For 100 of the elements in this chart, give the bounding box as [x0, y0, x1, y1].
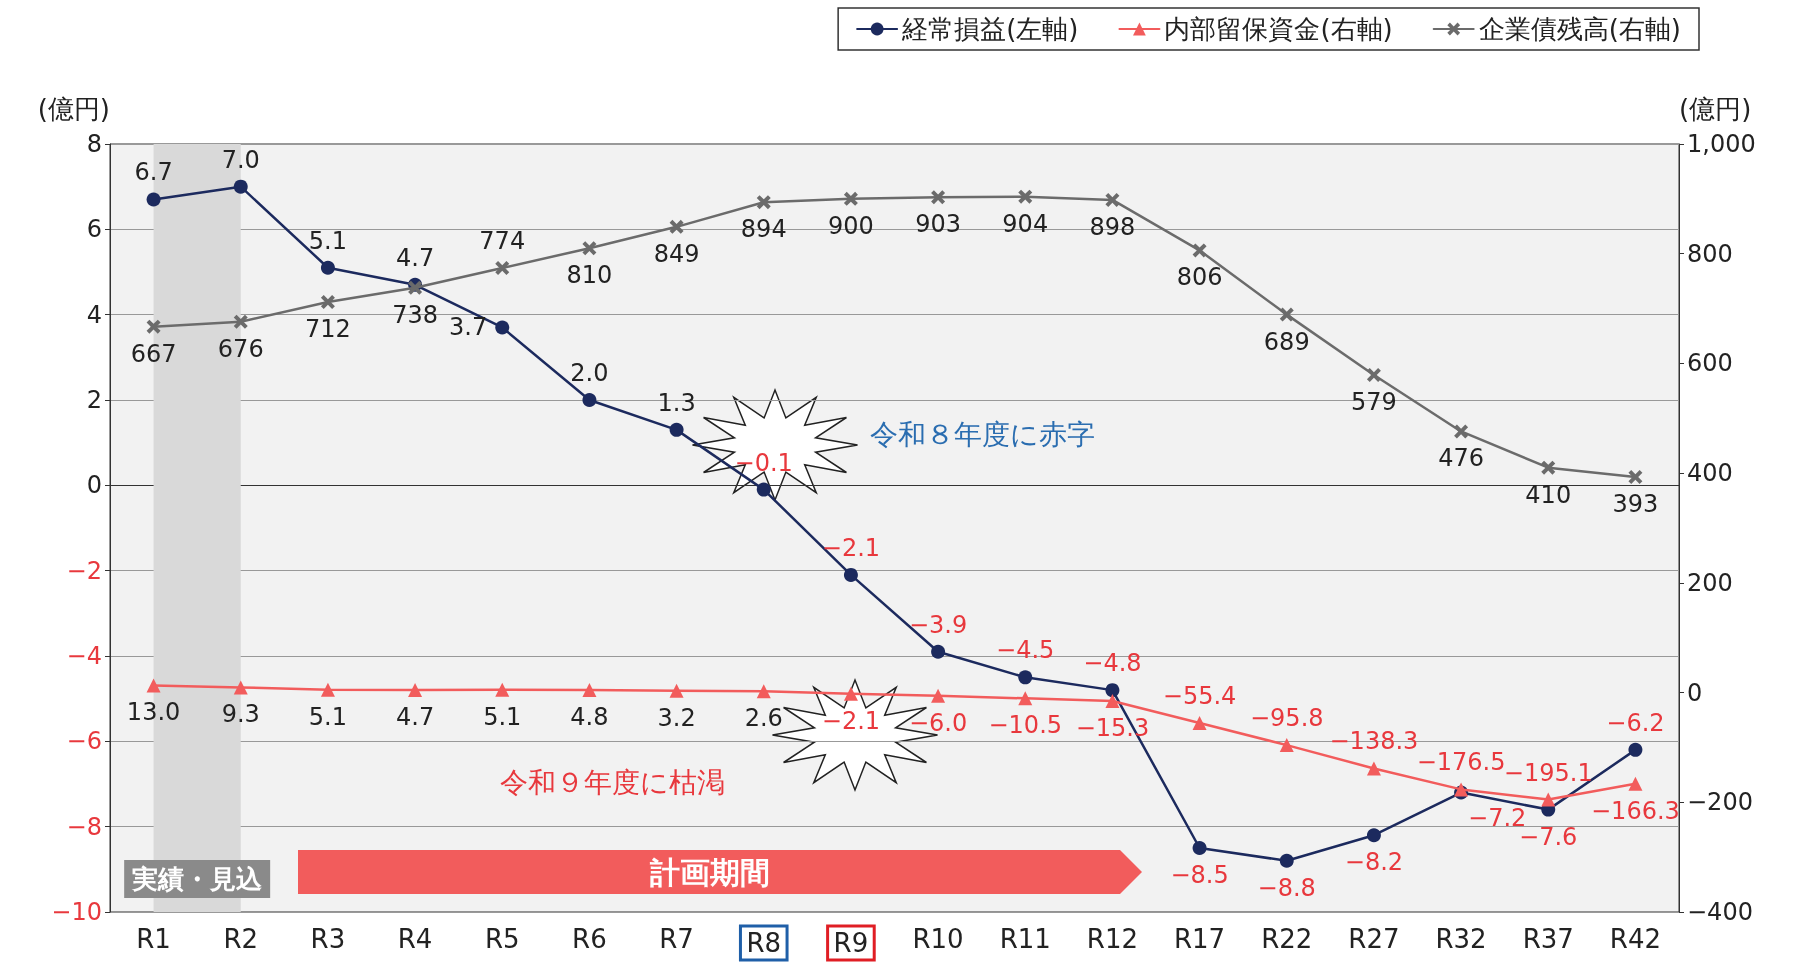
- x-tick-label: R5: [484, 924, 520, 954]
- point: [669, 422, 684, 437]
- point: [582, 241, 597, 256]
- annotation: 令和９年度に枯渇: [500, 765, 725, 799]
- point: [233, 680, 248, 695]
- point: [1628, 776, 1643, 791]
- annotation: 計画期間: [649, 854, 770, 890]
- point: [582, 393, 597, 407]
- data-label: 6.7: [134, 158, 173, 187]
- point: [1018, 691, 1033, 706]
- point: [1105, 693, 1120, 708]
- data-label: 689: [1263, 327, 1310, 356]
- point: [1192, 243, 1207, 258]
- y2-tick-label: −200: [1687, 788, 1753, 817]
- x-tick-label: R9: [833, 928, 869, 958]
- point: [669, 219, 684, 234]
- point: [1366, 761, 1381, 776]
- x-tick-label: R37: [1522, 924, 1574, 954]
- y-tick-label: 6: [86, 215, 102, 244]
- x-tick-label: R27: [1348, 924, 1400, 954]
- x-tick-label: R7: [659, 924, 694, 954]
- data-label: 410: [1525, 480, 1572, 509]
- point: [1192, 715, 1207, 730]
- point: [669, 683, 684, 698]
- data-label: −138.3: [1329, 727, 1419, 756]
- y-tick-label: −6: [66, 727, 102, 756]
- point: [1454, 424, 1469, 439]
- point: [1628, 742, 1643, 757]
- data-label: 810: [566, 261, 613, 290]
- data-label: 393: [1612, 489, 1659, 518]
- data-label: 2.6: [744, 704, 783, 733]
- point: [582, 682, 597, 697]
- point: [495, 682, 510, 697]
- data-label: −166.3: [1591, 796, 1680, 825]
- data-label: 667: [130, 339, 177, 368]
- x-tick-label: R42: [1609, 924, 1661, 954]
- data-label: 903: [915, 210, 961, 239]
- point: [756, 195, 771, 210]
- data-label: 4.8: [570, 702, 609, 731]
- data-label: 904: [1002, 209, 1049, 238]
- y-tick-label: −8: [66, 812, 102, 841]
- point: [320, 260, 335, 275]
- data-label: 849: [653, 239, 700, 268]
- point: [495, 320, 510, 335]
- data-label: 4.7: [396, 243, 435, 272]
- point: [146, 678, 161, 693]
- point: [1279, 307, 1294, 322]
- y-tick-label: −2: [66, 556, 102, 585]
- data-label: −8.8: [1257, 873, 1316, 902]
- y-tick-label: 4: [86, 300, 102, 329]
- data-label: 2.0: [570, 359, 609, 387]
- point: [320, 682, 335, 697]
- x-tick-label: R32: [1435, 924, 1487, 954]
- point: [931, 190, 946, 205]
- y-tick-label: 8: [86, 130, 102, 158]
- point: [1628, 469, 1643, 484]
- point: [756, 684, 771, 699]
- data-label: 4.7: [396, 702, 435, 731]
- y2-tick-label: 600: [1687, 349, 1733, 378]
- data-label: 7.0: [221, 145, 260, 174]
- data-label: −195.1: [1503, 758, 1593, 787]
- data-label: −7.2: [1468, 803, 1527, 832]
- y2-axis-title: (億円): [1679, 94, 1752, 124]
- y2-tick-label: 0: [1687, 678, 1703, 707]
- x-tick-label: R11: [999, 924, 1051, 954]
- point: [931, 644, 946, 659]
- x-tick-label: R22: [1261, 924, 1313, 954]
- data-label: 476: [1438, 444, 1484, 473]
- point: [1541, 460, 1556, 475]
- data-label: −0.1: [734, 448, 793, 477]
- y2-tick-label: 1,000: [1687, 130, 1756, 158]
- data-label: 894: [740, 215, 787, 244]
- y2-tick-label: −400: [1687, 898, 1753, 926]
- point: [1192, 841, 1207, 855]
- x-tick-label: R2: [223, 924, 259, 954]
- annotation: 令和８年度に赤字: [870, 417, 1095, 451]
- x-tick-label: R8: [746, 928, 782, 958]
- data-label: −2.1: [821, 706, 881, 735]
- point: [843, 567, 858, 582]
- data-label: −4.8: [1083, 649, 1142, 678]
- data-label: −3.9: [908, 610, 968, 639]
- x-tick-label: R4: [397, 924, 433, 954]
- data-label: 712: [305, 314, 351, 343]
- point: [146, 192, 161, 207]
- x-tick-label: R12: [1086, 924, 1138, 954]
- point: [931, 688, 946, 703]
- data-label: 898: [1089, 212, 1136, 241]
- y2-tick-label: 200: [1687, 568, 1733, 597]
- point: [495, 260, 510, 275]
- point: [843, 191, 858, 206]
- point: [233, 179, 248, 194]
- data-label: 579: [1351, 387, 1397, 416]
- point: [1541, 792, 1556, 807]
- x-tick-label: R10: [912, 924, 964, 954]
- data-label: 9.3: [221, 700, 260, 729]
- point: [1366, 828, 1381, 843]
- point: [1279, 853, 1294, 868]
- x-tick-label: R1: [136, 924, 171, 954]
- point: [146, 319, 161, 334]
- data-label: 5.1: [308, 226, 347, 255]
